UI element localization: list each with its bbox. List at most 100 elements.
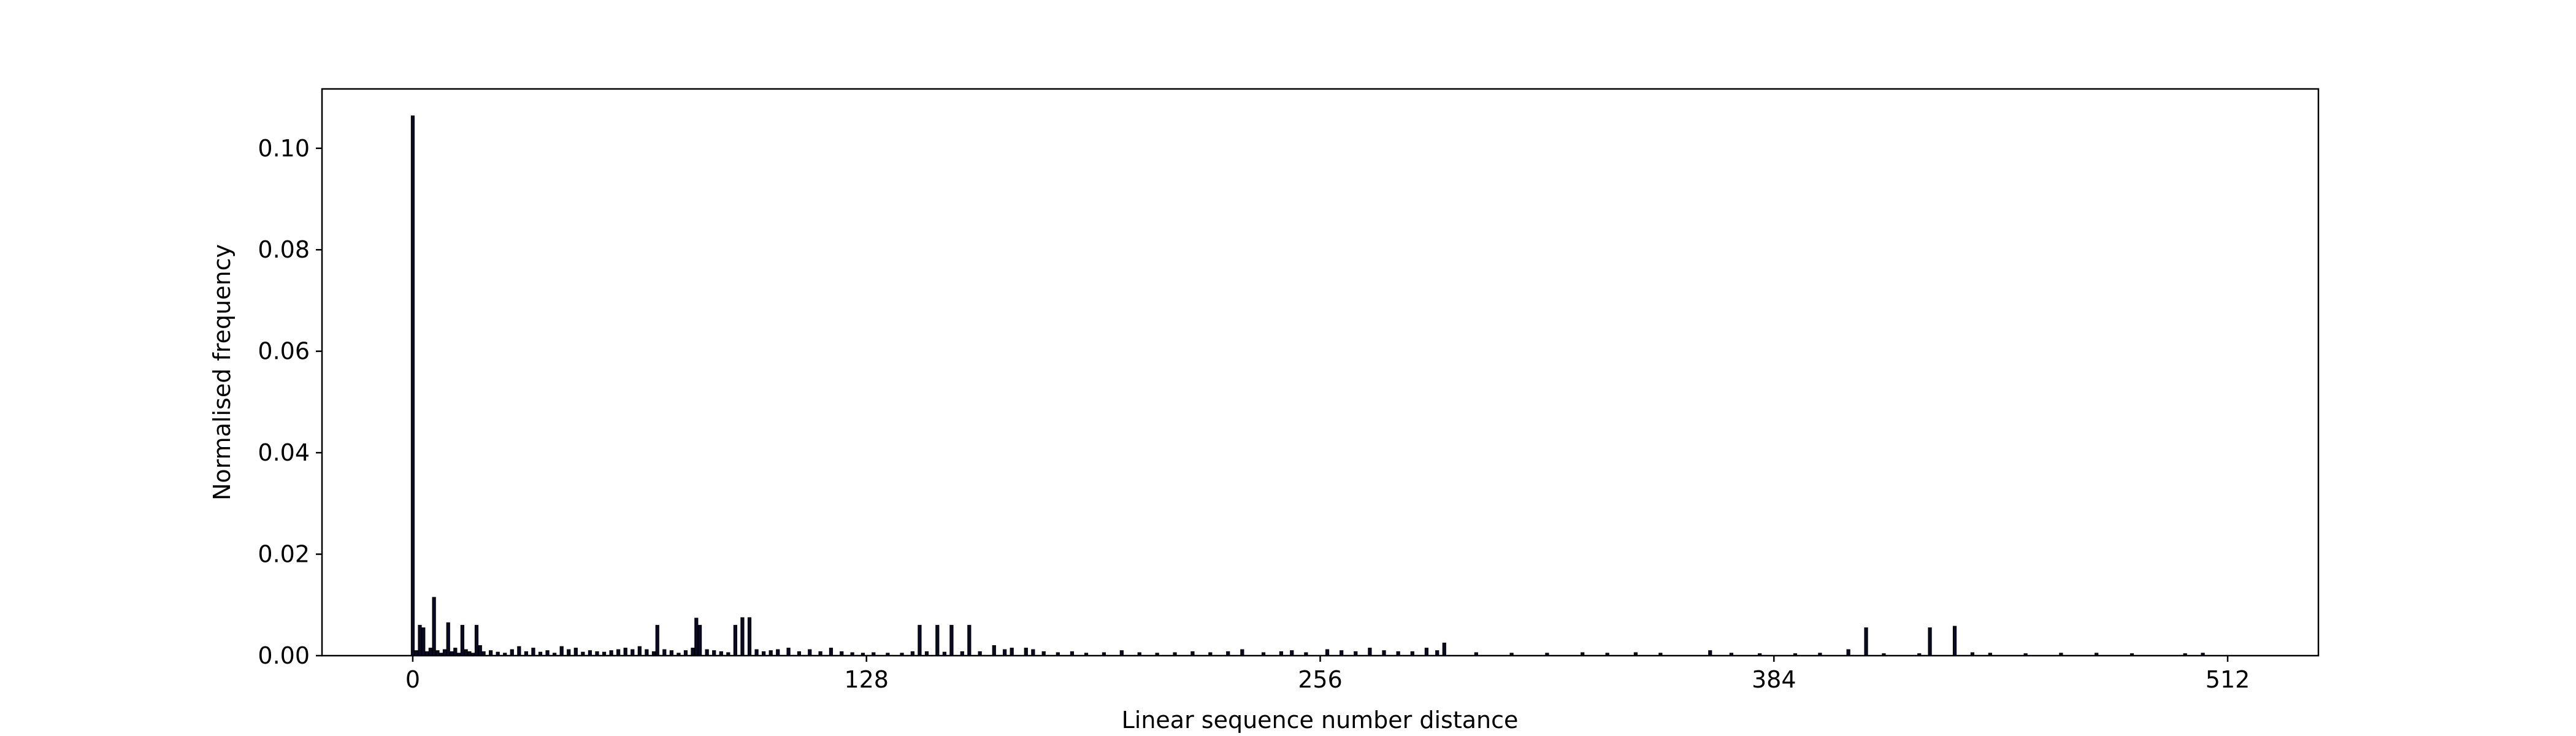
bar <box>1084 653 1089 656</box>
bar <box>602 651 607 656</box>
bar <box>808 649 812 656</box>
bar <box>510 649 514 656</box>
bar <box>1056 652 1060 656</box>
bar <box>553 653 557 656</box>
bar <box>1928 627 1932 656</box>
bar <box>1304 652 1308 656</box>
bar <box>683 650 688 656</box>
bar <box>861 653 865 656</box>
bar <box>442 649 447 656</box>
bar <box>595 651 599 656</box>
bar <box>471 653 475 656</box>
bar <box>1155 653 1159 656</box>
bar <box>1325 649 1330 656</box>
bar <box>960 651 964 656</box>
bar <box>967 624 972 656</box>
bar <box>1424 648 1428 656</box>
bar <box>2095 653 2099 656</box>
bar <box>559 646 564 656</box>
bar <box>918 624 922 656</box>
bar <box>1708 650 1712 656</box>
y-tick-label: 0.10 <box>258 135 310 162</box>
bar <box>474 624 479 656</box>
x-tick-label: 256 <box>1298 666 1343 693</box>
bar <box>691 648 695 656</box>
y-axis-label: Normalised frequency <box>209 244 236 500</box>
bar <box>829 648 834 656</box>
bar <box>1010 648 1014 656</box>
bar <box>460 624 464 656</box>
bar <box>694 618 699 656</box>
bar <box>1442 642 1446 656</box>
bar <box>1396 651 1400 656</box>
bar <box>453 648 458 656</box>
bar <box>545 650 550 656</box>
bar <box>503 653 507 656</box>
bar <box>1882 653 1886 656</box>
bar <box>432 597 436 656</box>
bar <box>446 622 450 656</box>
bar <box>900 653 904 656</box>
bar <box>456 653 461 656</box>
bar <box>2129 653 2134 656</box>
bar <box>1474 652 1478 656</box>
bar <box>1382 650 1386 656</box>
bar <box>1818 653 1822 656</box>
bar <box>623 648 627 656</box>
bar <box>1024 648 1028 656</box>
bar <box>769 650 773 656</box>
bar <box>872 652 876 656</box>
bar <box>435 650 440 656</box>
bar <box>705 649 709 656</box>
bar <box>645 649 649 656</box>
x-tick-label: 0 <box>405 666 420 693</box>
y-tick-label: 0.04 <box>258 439 310 466</box>
bar <box>1729 653 1734 656</box>
y-tick-label: 0.00 <box>258 642 310 669</box>
bar <box>910 651 914 656</box>
bar <box>421 627 426 656</box>
bar <box>414 650 418 656</box>
bar <box>439 653 443 656</box>
y-tick-label: 0.06 <box>258 338 310 365</box>
bar <box>588 650 592 656</box>
bar <box>1261 652 1266 656</box>
bar <box>567 649 571 656</box>
bar <box>1137 652 1141 656</box>
bar <box>942 651 946 656</box>
bar <box>464 649 468 656</box>
bar <box>978 651 982 656</box>
bar <box>1988 653 1992 656</box>
bar <box>1410 651 1414 656</box>
bar <box>1340 650 1344 656</box>
bar <box>489 650 493 656</box>
bar <box>1368 648 1372 656</box>
bar <box>1545 653 1549 656</box>
bar <box>450 651 454 656</box>
bar <box>818 651 822 656</box>
bar <box>733 624 737 656</box>
bar <box>1758 653 1762 656</box>
bar <box>637 646 642 656</box>
bar <box>886 653 890 656</box>
bar <box>1041 651 1046 656</box>
bar <box>924 651 929 656</box>
bar <box>538 651 543 656</box>
bar <box>616 649 621 656</box>
bar <box>1190 651 1195 656</box>
bar <box>1970 652 1975 656</box>
bar <box>418 624 422 656</box>
bar <box>467 651 472 656</box>
bar <box>1917 653 1922 656</box>
bar <box>2023 653 2028 656</box>
bar <box>1240 649 1244 656</box>
bar <box>1633 652 1638 656</box>
bar <box>697 624 702 656</box>
bar <box>949 624 954 656</box>
bar <box>1226 651 1230 656</box>
bar <box>1208 652 1213 656</box>
bar <box>762 651 766 656</box>
bar <box>740 617 745 656</box>
bar <box>669 650 673 656</box>
bar <box>428 648 432 656</box>
